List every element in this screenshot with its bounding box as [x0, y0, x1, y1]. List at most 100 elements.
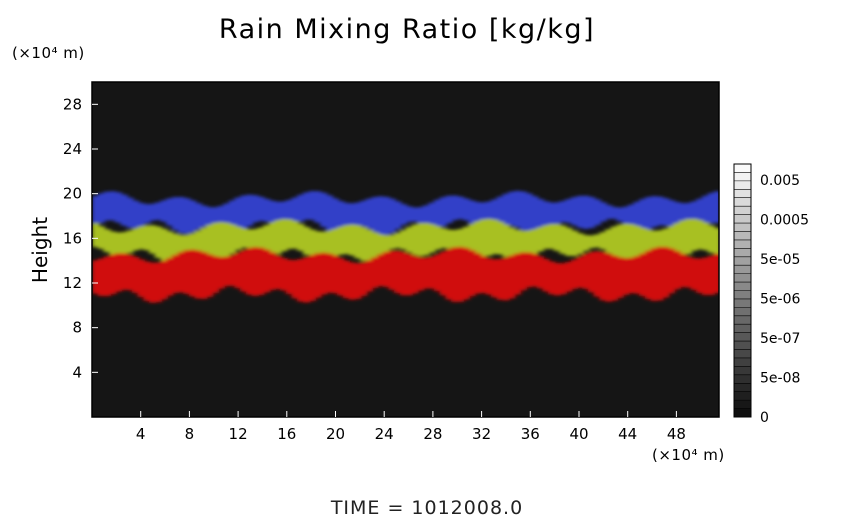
field-cell — [610, 226, 619, 258]
field-cell — [114, 253, 123, 292]
field-cell — [285, 200, 294, 228]
field-cell — [92, 223, 100, 248]
field-cell — [701, 257, 710, 296]
colorbar-cell — [734, 341, 751, 351]
field-cell — [131, 256, 140, 293]
field-cell — [593, 234, 602, 248]
field-cell — [422, 223, 431, 256]
field-cell — [200, 227, 208, 257]
field-cell — [291, 260, 299, 299]
field-cell — [268, 222, 277, 257]
chart-title: Rain Mixing Ratio [kg/kg] — [218, 14, 596, 45]
colorbar-cell — [734, 273, 751, 283]
colorbar-cell — [734, 189, 751, 199]
field-cell — [405, 206, 413, 222]
field-cell — [359, 227, 368, 262]
field-cell — [559, 263, 567, 295]
field-cell — [559, 225, 567, 254]
field-cell — [485, 258, 493, 295]
field-cell — [297, 194, 305, 222]
field-cell — [131, 228, 140, 251]
field-cell — [553, 263, 562, 296]
field-cell — [114, 192, 123, 223]
field-cell — [411, 224, 419, 255]
field-cell — [308, 229, 317, 260]
x-tick-label: 12 — [229, 425, 248, 443]
colorbar-cell — [734, 223, 751, 232]
field-cell — [280, 219, 288, 252]
field-cell — [650, 248, 659, 301]
field-cell — [587, 251, 596, 293]
colorbar-cell — [734, 374, 751, 384]
y-tick-label: 20 — [63, 185, 82, 203]
field-cell — [274, 201, 282, 228]
field-cell — [154, 226, 163, 258]
field-cell — [103, 229, 111, 253]
field-cell — [114, 232, 123, 257]
field-cell — [513, 229, 522, 263]
field-cell — [713, 228, 719, 256]
field-cell — [713, 253, 719, 293]
field-cell — [302, 226, 311, 255]
field-cell — [508, 227, 516, 261]
field-cell — [491, 199, 499, 232]
field-cell — [137, 259, 146, 297]
colorbar-cell — [734, 324, 751, 334]
field-cell — [633, 201, 641, 232]
field-cell — [371, 197, 379, 233]
field-cell — [348, 224, 356, 256]
field-cell — [348, 203, 356, 228]
colorbar-cell — [734, 206, 751, 216]
field-cell — [234, 252, 242, 289]
colorbar-label: 0.005 — [760, 173, 800, 189]
field-cell — [331, 228, 339, 258]
field-cell — [428, 256, 436, 289]
field-cell — [411, 207, 419, 222]
field-cell — [667, 200, 676, 229]
field-cell — [456, 246, 465, 302]
field-cell — [245, 229, 254, 248]
field-cell — [97, 258, 106, 296]
field-cell — [530, 253, 539, 287]
field-cell — [268, 252, 277, 290]
field-cell — [428, 202, 436, 229]
field-cell — [690, 201, 698, 235]
colorbar-cell — [734, 256, 751, 266]
field-cell — [633, 256, 641, 294]
field-cell — [217, 222, 225, 261]
field-cell — [439, 251, 448, 296]
field-cell — [622, 223, 630, 262]
colorbar-cell — [734, 248, 751, 258]
field-cell — [519, 230, 527, 263]
field-cell — [223, 256, 231, 287]
field-cell — [109, 191, 117, 221]
field-cell — [194, 230, 203, 255]
field-cell — [297, 259, 305, 302]
field-cell — [639, 253, 647, 297]
field-cell — [576, 256, 584, 288]
colorbar-frame — [733, 163, 752, 418]
field-cell — [228, 224, 237, 254]
field-cell — [126, 230, 134, 253]
field-cell — [622, 206, 630, 226]
colorbar-cell — [734, 172, 751, 182]
field-cell — [120, 253, 128, 290]
field-cell — [536, 227, 545, 252]
x-tick-label: 44 — [618, 425, 637, 443]
colorbar-label: 5e-05 — [760, 252, 800, 268]
x-tick-label: 28 — [423, 425, 442, 443]
field-cell — [183, 198, 191, 234]
field-cell — [587, 197, 596, 228]
field-cell — [348, 262, 356, 300]
x-tick-label: 24 — [375, 425, 394, 443]
field-cell — [656, 230, 664, 259]
field-cell — [616, 207, 624, 222]
colorbar-cell — [734, 180, 751, 190]
field-cell — [217, 205, 225, 231]
field-cell — [582, 195, 590, 229]
field-cell — [593, 199, 602, 226]
field-cell — [610, 207, 619, 219]
field-cell — [530, 196, 539, 236]
field-cell — [701, 195, 710, 227]
field-cell — [627, 204, 636, 230]
